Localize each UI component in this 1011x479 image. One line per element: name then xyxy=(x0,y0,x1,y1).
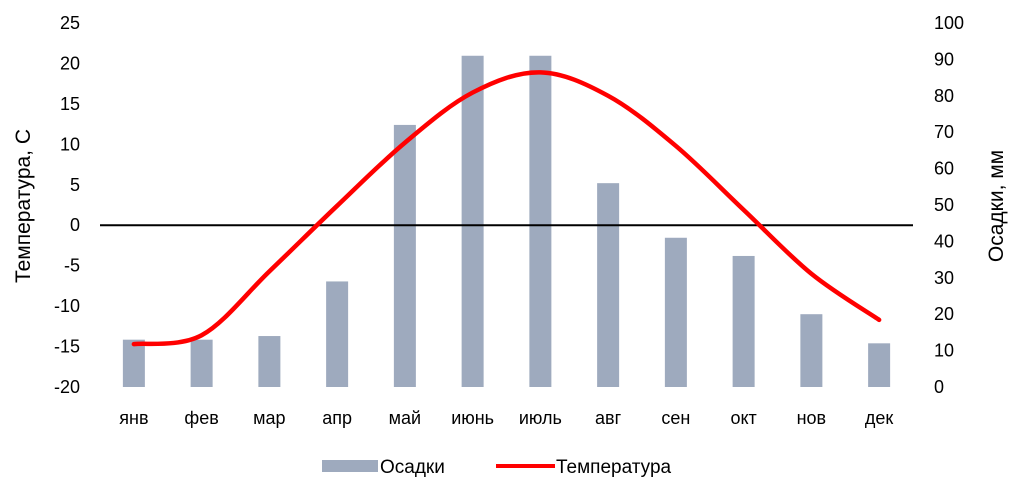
bar-апр xyxy=(326,281,349,387)
left-tick-label: 5 xyxy=(70,175,80,195)
bar-нов xyxy=(800,314,823,387)
x-tick-label: сен xyxy=(661,408,690,428)
left-tick-label: -10 xyxy=(54,296,80,316)
left-tick-label: 0 xyxy=(70,215,80,235)
legend: Осадки Температура xyxy=(322,457,672,478)
x-tick-label: май xyxy=(389,408,421,428)
x-tick-label: мар xyxy=(253,408,285,428)
precipitation-bars xyxy=(122,55,891,388)
bar-дек xyxy=(868,343,891,387)
right-tick-label: 20 xyxy=(934,304,954,324)
right-tick-label: 80 xyxy=(934,86,954,106)
bar-июнь xyxy=(461,55,484,387)
right-tick-label: 60 xyxy=(934,159,954,179)
left-tick-label: -15 xyxy=(54,337,80,357)
bar-июль xyxy=(529,55,552,387)
x-tick-label: апр xyxy=(322,408,352,428)
bar-янв xyxy=(122,339,145,387)
x-tick-label: июнь xyxy=(451,408,494,428)
bar-авг xyxy=(597,183,620,387)
legend-label-precipitation: Осадки xyxy=(380,457,445,478)
x-tick-label: янв xyxy=(119,408,148,428)
bar-окт xyxy=(732,255,755,387)
temperature-line xyxy=(131,70,882,347)
x-tick-label: окт xyxy=(730,408,756,428)
bar-май xyxy=(393,124,416,388)
x-tick-label: июль xyxy=(519,408,562,428)
right-tick-label: 100 xyxy=(934,13,964,33)
temperature-line-layer xyxy=(100,70,913,347)
x-tick-label: нов xyxy=(797,408,827,428)
right-tick-label: 0 xyxy=(934,377,944,397)
left-tick-label: 25 xyxy=(60,13,80,33)
bar-сен xyxy=(664,237,687,387)
x-tick-label: фев xyxy=(184,408,218,428)
right-tick-label: 70 xyxy=(934,122,954,142)
bar-фев xyxy=(190,339,213,387)
right-tick-label: 90 xyxy=(934,49,954,69)
x-axis-ticks: янв фев мар апр май июнь июль авг сен окт нов дек xyxy=(119,408,893,428)
left-tick-label: 20 xyxy=(60,53,80,73)
right-tick-label: 50 xyxy=(934,195,954,215)
legend-label-temperature: Температура xyxy=(556,457,672,478)
left-tick-label: 15 xyxy=(60,94,80,114)
left-axis-title: Температура, С xyxy=(12,129,35,283)
left-tick-label: -5 xyxy=(64,256,80,276)
bar-мар xyxy=(258,336,281,387)
right-tick-label: 10 xyxy=(934,341,954,361)
x-tick-label: дек xyxy=(865,408,894,428)
left-tick-label: 10 xyxy=(60,134,80,154)
left-tick-label: -20 xyxy=(54,377,80,397)
x-tick-label: авг xyxy=(595,408,622,428)
right-axis-title: Осадки, мм xyxy=(985,150,1008,262)
left-axis-ticks: 25 20 15 10 5 0 -5 -10 -15 -20 xyxy=(54,13,80,397)
legend-swatch-precipitation xyxy=(322,460,378,472)
right-tick-label: 30 xyxy=(934,268,954,288)
right-tick-label: 40 xyxy=(934,231,954,251)
